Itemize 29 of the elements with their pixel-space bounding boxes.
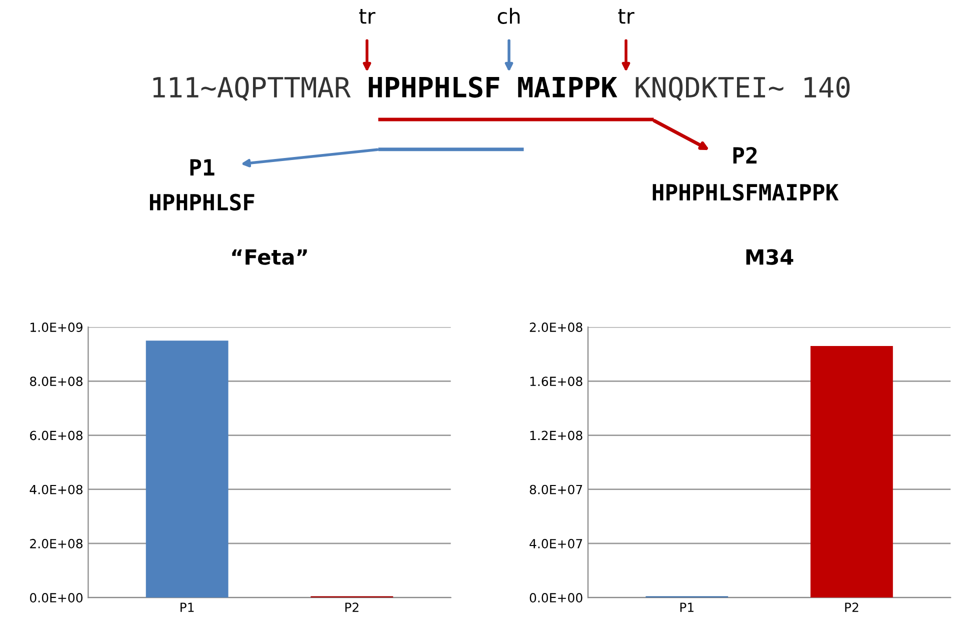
text: tr bbox=[618, 9, 634, 24]
text: P2 bbox=[733, 146, 757, 164]
y-tick-label: 4.0E+07 bbox=[530, 538, 582, 548]
text: P1 bbox=[190, 159, 214, 176]
text: HPHPHLSF bbox=[150, 194, 254, 211]
y-tick-label: 2.0E+08 bbox=[530, 322, 582, 332]
chart-title: M34 bbox=[746, 249, 794, 265]
x-tick-label: P1 bbox=[680, 602, 694, 612]
y-tick-label: 1.2E+08 bbox=[530, 430, 582, 440]
text: ch bbox=[498, 8, 520, 24]
x-tick-label: P2 bbox=[345, 602, 358, 612]
y-tick-label: 6.0E+08 bbox=[30, 430, 82, 440]
text: HPHPHLSF bbox=[368, 76, 500, 98]
text: 111~AQPTTMAR bbox=[153, 76, 351, 102]
y-tick-label: 2.0E+08 bbox=[30, 538, 82, 548]
text: tr bbox=[359, 9, 376, 24]
chart-title: “Feta” bbox=[232, 249, 307, 265]
y-tick-label: 1.6E+08 bbox=[530, 376, 582, 386]
x-tick-label: P2 bbox=[845, 602, 858, 612]
text: MAIPPK bbox=[518, 77, 618, 98]
y-tick-label: 0.0E+00 bbox=[530, 593, 582, 602]
y-tick-label: 4.0E+08 bbox=[30, 484, 82, 494]
x-tick-label: P1 bbox=[180, 602, 194, 612]
y-tick-label: 8.0E+08 bbox=[30, 376, 82, 386]
text: HPHPHLSFMAIPPK bbox=[652, 184, 839, 201]
y-tick-label: 8.0E+07 bbox=[530, 484, 582, 494]
text: KNQDKTEI~ 140 bbox=[636, 76, 850, 102]
y-tick-label: 1.0E+09 bbox=[30, 322, 82, 332]
y-tick-label: 0.0E+00 bbox=[30, 593, 83, 602]
